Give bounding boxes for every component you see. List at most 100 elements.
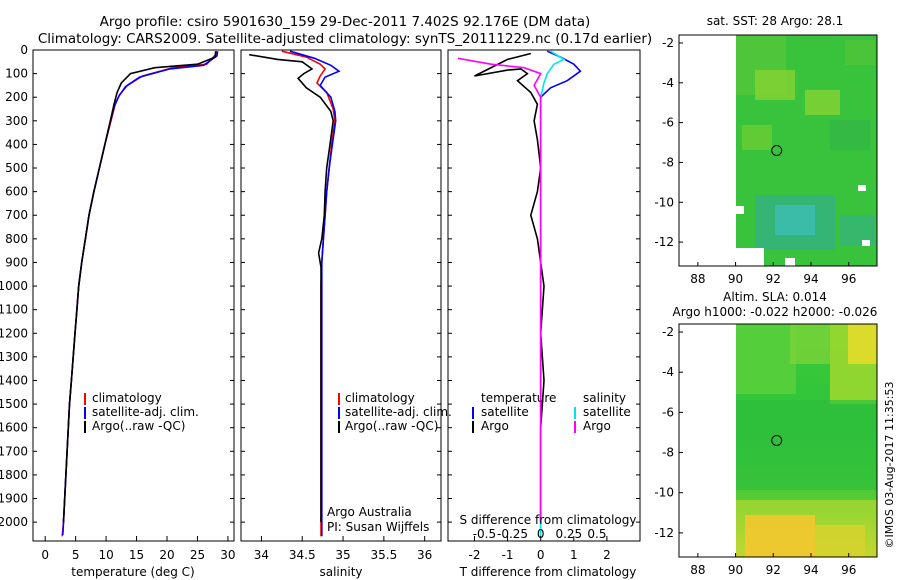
series-line-argo-raw-qc xyxy=(249,53,335,523)
y-tick-label: 1800 xyxy=(0,468,28,482)
legend-label-argo: Argo(..raw -QC) xyxy=(92,419,185,433)
y-tick-label: 400 xyxy=(5,137,28,151)
salinity-legend: climatology satellite-adj. clim. Argo(..… xyxy=(338,391,452,433)
map-y-tick-label: -2 xyxy=(662,36,674,50)
legend-label-argo: Argo(..raw -QC) xyxy=(345,419,438,433)
y-tick-label: 300 xyxy=(5,114,28,128)
map-y-tick-label: -12 xyxy=(654,235,674,249)
map-y-tick-label: -6 xyxy=(662,405,674,419)
y-tick-label: 100 xyxy=(5,67,28,81)
series-line-temperature-satellite xyxy=(539,50,582,537)
x-tick-label: 35 xyxy=(335,548,350,562)
sla-profile-marker xyxy=(771,435,783,446)
salinity-panel: 34 34.5 35 35.5 36 climatology satellite-adj… xyxy=(240,49,452,579)
legend-label-s-argo: Argo xyxy=(583,419,611,433)
salinity-axes-box xyxy=(240,49,442,542)
y-tick-label: 800 xyxy=(5,232,28,246)
sla-map-title: Altim. SLA: 0.014 xyxy=(723,290,827,304)
x-tick-label: 34.5 xyxy=(289,548,316,562)
x-tick-label: 15 xyxy=(129,548,144,562)
temperature-axes-box xyxy=(32,49,235,542)
salinity-xlabel: salinity xyxy=(319,565,362,579)
map-y-tick-label: -4 xyxy=(662,76,674,90)
header-line-1: Argo profile: csiro 5901630_159 29-Dec-2… xyxy=(100,14,591,30)
x-tick-label: 20 xyxy=(159,548,174,562)
difference-legend: temperature satellite Argo salinity sate… xyxy=(472,391,631,433)
x-tick-label: 30 xyxy=(220,548,235,562)
temperature-legend: climatology satellite-adj. clim. Argo(..… xyxy=(84,391,199,433)
legend-label-climatology: climatology xyxy=(92,391,162,405)
x-tick-label: 25 xyxy=(190,548,205,562)
x-tick-label: 34 xyxy=(254,548,269,562)
top-tick-label: 0 xyxy=(537,527,545,541)
legend-title-temperature: temperature xyxy=(481,391,556,405)
y-tick-label: 1200 xyxy=(0,326,28,340)
map-x-tick-label: 94 xyxy=(803,272,818,286)
y-tick-label: 1300 xyxy=(0,350,28,364)
map-x-tick-label: 96 xyxy=(841,563,856,577)
series-line-satellite-adj-clim xyxy=(289,50,341,537)
y-tick-label: 1500 xyxy=(0,397,28,411)
map-y-tick-label: -8 xyxy=(662,155,674,169)
x-tick-label: 36 xyxy=(417,548,432,562)
series-line-climatology xyxy=(281,50,336,537)
y-tick-label: 200 xyxy=(5,90,28,104)
sla-map-frame xyxy=(678,323,878,558)
header-line-2: Climatology: CARS2009. Satellite-adjuste… xyxy=(38,31,652,47)
map-y-tick-label: -12 xyxy=(654,526,674,540)
map-y-tick-label: -10 xyxy=(654,195,674,209)
map-y-tick-label: -4 xyxy=(662,365,674,379)
map-y-tick-label: -2 xyxy=(662,325,674,339)
x-tick-label: 0 xyxy=(41,548,49,562)
map-x-tick-label: 88 xyxy=(690,563,705,577)
map-x-tick-label: 88 xyxy=(690,272,705,286)
y-tick-label: 700 xyxy=(5,208,28,222)
x-tick-label: 0 xyxy=(537,548,545,562)
credit-line-2: PI: Susan Wijffels xyxy=(327,520,429,534)
y-tick-label: 1100 xyxy=(0,303,28,317)
difference-panel: -2 -1 0 1 2 -0.5 -0.25 0 0.25 0.5 temperature sat… xyxy=(447,49,641,579)
y-tick-label: 1700 xyxy=(0,444,28,458)
sst-map-panel: sat. SST: 28 Argo: 28.1 88 90 92 94 96 -2 -4 -6… xyxy=(654,14,878,286)
map-y-tick-label: -6 xyxy=(662,116,674,130)
top-tick-label: 0.25 xyxy=(555,527,582,541)
map-x-tick-label: 90 xyxy=(728,563,743,577)
series-line-satellite-adj-clim xyxy=(62,51,219,536)
y-tick-label: 600 xyxy=(5,185,28,199)
legend-label-satellite: satellite-adj. clim. xyxy=(345,405,452,419)
series-line-temperature-argo xyxy=(474,52,545,523)
temperature-panel: 0 5 10 15 20 25 300100200300400500600700800900… xyxy=(0,43,236,579)
sla-map-panel: Altim. SLA: 0.014 Argo h1000: -0.022 h20… xyxy=(654,290,878,577)
x-tick-label: 1 xyxy=(570,548,578,562)
legend-label-t-satellite: satellite xyxy=(481,405,529,419)
top-tick-label: 0.5 xyxy=(587,527,606,541)
series-line-salinity-argo xyxy=(457,57,542,523)
y-tick-label: 0 xyxy=(20,43,28,57)
x-tick-label: 35.5 xyxy=(370,548,397,562)
legend-title-salinity: salinity xyxy=(583,391,626,405)
sla-field xyxy=(679,324,877,557)
x-tick-label: -2 xyxy=(468,548,480,562)
legend-label-climatology: climatology xyxy=(345,391,415,405)
map-x-tick-label: 90 xyxy=(728,272,743,286)
map-x-tick-label: 94 xyxy=(803,563,818,577)
map-x-tick-label: 96 xyxy=(841,272,856,286)
sst-profile-marker xyxy=(771,145,783,156)
map-x-tick-label: 92 xyxy=(766,272,781,286)
top-tick-label: -0.5 xyxy=(473,527,496,541)
y-tick-label: 1600 xyxy=(0,421,28,435)
legend-label-t-argo: Argo xyxy=(481,419,509,433)
map-x-tick-label: 92 xyxy=(766,563,781,577)
sst-field xyxy=(679,35,877,266)
x-tick-label: 5 xyxy=(72,548,80,562)
sla-map-subtitle: Argo h1000: -0.022 h2000: -0.026 xyxy=(673,305,878,319)
y-tick-label: 1400 xyxy=(0,373,28,387)
timestamp-credit: ©IMOS 03-Aug-2017 11:35:53 xyxy=(883,382,896,549)
credit-line-1: Argo Australia xyxy=(327,505,412,519)
x-tick-label: 2 xyxy=(603,548,611,562)
legend-label-s-satellite: satellite xyxy=(583,405,631,419)
top-tick-label: -0.25 xyxy=(497,527,528,541)
map-y-tick-label: -10 xyxy=(654,486,674,500)
difference-top-label: S difference from climatology xyxy=(460,513,637,527)
